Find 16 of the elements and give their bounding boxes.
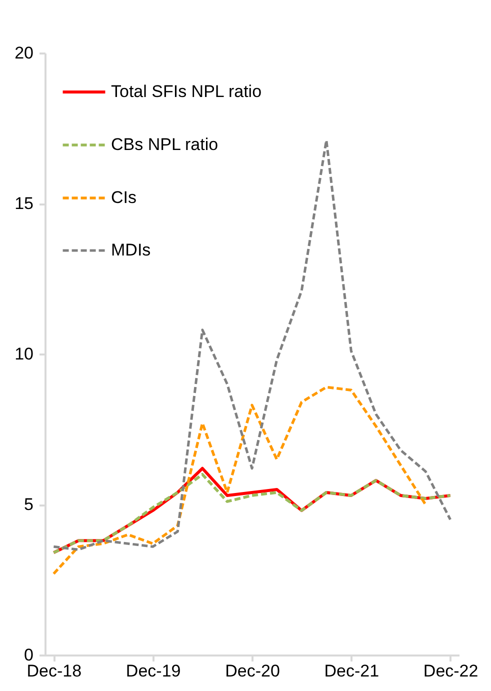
legend-label: CIs: [111, 188, 136, 207]
y-tick-label: 15: [14, 194, 34, 213]
x-tick-label: Dec-20: [225, 662, 280, 680]
y-tick-label: 5: [24, 495, 34, 514]
x-tick-label: Dec-22: [423, 662, 478, 680]
y-tick-label: 0: [24, 646, 34, 664]
x-tick-label: Dec-21: [324, 662, 380, 680]
x-tick-label: Dec-18: [26, 662, 82, 680]
legend-label: Total SFIs NPL ratio: [111, 82, 262, 101]
y-tick-label: 20: [14, 44, 34, 62]
y-tick-label: 10: [14, 344, 34, 364]
line-series: [52, 386, 427, 576]
legend-label: MDIs: [111, 240, 151, 260]
x-tick-label: Dec-19: [126, 662, 181, 680]
line-series: [52, 139, 452, 551]
legend-label: CBs NPL ratio: [111, 135, 218, 154]
